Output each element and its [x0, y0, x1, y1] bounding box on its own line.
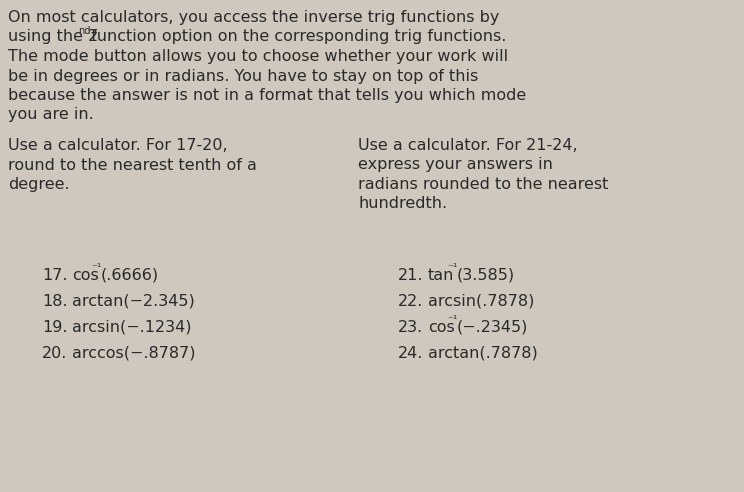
Text: degree.: degree.: [8, 177, 70, 192]
Text: 17.: 17.: [42, 268, 68, 283]
Text: arcsin(−.1234): arcsin(−.1234): [72, 320, 191, 335]
Text: 18.: 18.: [42, 294, 68, 309]
Text: (−.2345): (−.2345): [456, 320, 527, 335]
Text: because the answer is not in a format that tells you which mode: because the answer is not in a format th…: [8, 88, 526, 103]
Text: On most calculators, you access the inverse trig functions by: On most calculators, you access the inve…: [8, 10, 499, 25]
Text: arcsin(.7878): arcsin(.7878): [428, 294, 534, 309]
Text: Use a calculator. For 17-20,: Use a calculator. For 17-20,: [8, 138, 228, 153]
Text: 21.: 21.: [398, 268, 423, 283]
Text: express your answers in: express your answers in: [358, 157, 553, 173]
Text: ⁻¹: ⁻¹: [447, 263, 458, 273]
Text: (.6666): (.6666): [100, 268, 158, 283]
Text: tan: tan: [428, 268, 455, 283]
Text: 20.: 20.: [42, 346, 68, 361]
Text: arccos(−.8787): arccos(−.8787): [72, 346, 196, 361]
Text: using the 2: using the 2: [8, 30, 98, 44]
Text: ⁻¹: ⁻¹: [447, 315, 458, 325]
Text: arctan(−2.345): arctan(−2.345): [72, 294, 195, 309]
Text: be in degrees or in radians. You have to stay on top of this: be in degrees or in radians. You have to…: [8, 68, 478, 84]
Text: ⁻¹: ⁻¹: [92, 263, 102, 273]
Text: (3.585): (3.585): [456, 268, 514, 283]
Text: arctan(.7878): arctan(.7878): [428, 346, 538, 361]
Text: The mode button allows you to choose whether your work will: The mode button allows you to choose whe…: [8, 49, 508, 64]
Text: nd: nd: [79, 26, 91, 35]
Text: 19.: 19.: [42, 320, 68, 335]
Text: cos: cos: [428, 320, 455, 335]
Text: 24.: 24.: [398, 346, 423, 361]
Text: 23.: 23.: [398, 320, 423, 335]
Text: Use a calculator. For 21-24,: Use a calculator. For 21-24,: [358, 138, 577, 153]
Text: function option on the corresponding trig functions.: function option on the corresponding tri…: [86, 30, 506, 44]
Text: hundredth.: hundredth.: [358, 196, 447, 212]
Text: 22.: 22.: [398, 294, 423, 309]
Text: round to the nearest tenth of a: round to the nearest tenth of a: [8, 157, 257, 173]
Text: radians rounded to the nearest: radians rounded to the nearest: [358, 177, 609, 192]
Text: cos: cos: [72, 268, 99, 283]
Text: you are in.: you are in.: [8, 107, 94, 123]
